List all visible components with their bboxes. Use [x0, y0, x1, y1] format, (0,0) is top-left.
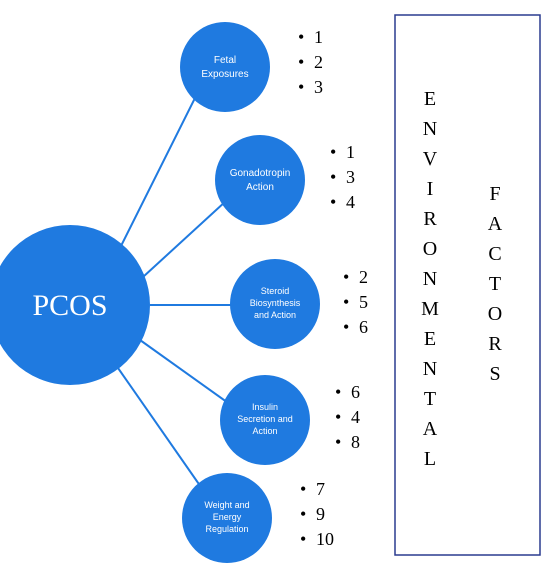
node-label-steroid-1: Biosynthesis: [250, 298, 301, 308]
env-letter-1-3: T: [489, 273, 501, 295]
env-letter-1-5: R: [488, 333, 502, 355]
env-letter-0-0: E: [424, 88, 436, 110]
bullet-dot-insulin-2: •: [335, 432, 341, 452]
node-circle-fetal: [180, 22, 270, 112]
bullet-dot-weight-2: •: [300, 529, 306, 549]
bullet-num-weight-1: 9: [316, 504, 325, 524]
bullet-dot-gonadotropin-2: •: [330, 192, 336, 212]
node-fetal: Fetal Exposures • 1 • 2 • 3: [180, 22, 323, 112]
bullet-num-gonadotropin-2: 4: [346, 192, 355, 212]
node-label-gonadotropin-0: Gonadotropin: [230, 168, 291, 179]
env-letter-0-7: M: [421, 298, 439, 320]
env-letter-1-4: O: [488, 303, 502, 325]
env-letter-0-11: A: [423, 418, 438, 440]
bullet-dot-insulin-0: •: [335, 382, 341, 402]
bullet-dot-weight-1: •: [300, 504, 306, 524]
env-letter-0-5: O: [423, 238, 437, 260]
bullet-dot-steroid-0: •: [343, 267, 349, 287]
bullet-num-weight-2: 10: [316, 529, 334, 549]
env-letter-1-1: A: [488, 213, 503, 235]
bullet-dot-weight-0: •: [300, 479, 306, 499]
env-letter-0-10: T: [424, 388, 436, 410]
central-node: PCOS: [0, 225, 150, 385]
edge-0: [120, 78, 205, 248]
env-letter-0-6: N: [423, 268, 437, 290]
node-label-weight-0: Weight and: [204, 500, 249, 510]
bullet-num-insulin-0: 6: [351, 382, 360, 402]
env-letter-0-9: N: [423, 358, 437, 380]
node-gonadotropin: Gonadotropin Action • 1 • 3 • 4: [215, 135, 355, 225]
bullet-dot-fetal-1: •: [298, 52, 304, 72]
bullet-dot-insulin-1: •: [335, 407, 341, 427]
bullet-num-steroid-0: 2: [359, 267, 368, 287]
central-label: PCOS: [32, 289, 107, 322]
env-letter-0-3: I: [427, 178, 434, 200]
node-weight: Weight and Energy Regulation • 7 • 9 • 10: [182, 473, 334, 563]
node-circle-gonadotropin: [215, 135, 305, 225]
node-label-gonadotropin-1: Action: [246, 182, 274, 193]
bullet-dot-steroid-2: •: [343, 317, 349, 337]
bullet-num-fetal-2: 3: [314, 77, 323, 97]
bullet-num-insulin-2: 8: [351, 432, 360, 452]
env-letter-1-0: F: [489, 183, 500, 205]
env-factors-box: ENVIRONMENTALFACTORS: [395, 15, 540, 555]
node-label-insulin-1: Secretion and: [237, 414, 293, 424]
env-box-rect: [395, 15, 540, 555]
bullet-num-gonadotropin-0: 1: [346, 142, 355, 162]
bullet-num-steroid-1: 5: [359, 292, 368, 312]
bullet-num-weight-0: 7: [316, 479, 325, 499]
node-label-insulin-0: Insulin: [252, 402, 278, 412]
bullet-dot-steroid-1: •: [343, 292, 349, 312]
bullet-dot-gonadotropin-1: •: [330, 167, 336, 187]
env-letter-0-8: E: [424, 328, 436, 350]
node-label-steroid-2: and Action: [254, 310, 296, 320]
env-letter-0-1: N: [423, 118, 437, 140]
env-letter-0-2: V: [423, 148, 438, 170]
pcos-diagram: PCOS Fetal Exposures • 1 • 2 • 3 Gonadotropin Acti…: [0, 0, 541, 571]
env-letter-1-2: C: [488, 243, 501, 265]
bullet-num-insulin-1: 4: [351, 407, 360, 427]
node-insulin: Insulin Secretion and Action • 6 • 4 • 8: [220, 375, 360, 465]
bullet-num-fetal-1: 2: [314, 52, 323, 72]
node-steroid: Steroid Biosynthesis and Action • 2 • 5 • 6: [230, 259, 368, 349]
node-label-fetal-0: Fetal: [214, 55, 236, 66]
env-letter-0-12: L: [424, 448, 436, 470]
edge-4: [118, 368, 210, 500]
node-label-insulin-2: Action: [252, 426, 277, 436]
node-label-steroid-0: Steroid: [261, 286, 290, 296]
node-label-weight-2: Regulation: [205, 524, 248, 534]
env-letter-1-6: S: [489, 363, 500, 385]
bullet-dot-gonadotropin-0: •: [330, 142, 336, 162]
bullet-dot-fetal-2: •: [298, 77, 304, 97]
node-label-fetal-1: Exposures: [201, 69, 248, 80]
bullet-num-gonadotropin-1: 3: [346, 167, 355, 187]
node-label-weight-1: Energy: [213, 512, 242, 522]
bullet-num-fetal-0: 1: [314, 27, 323, 47]
bullet-dot-fetal-0: •: [298, 27, 304, 47]
bullet-num-steroid-2: 6: [359, 317, 368, 337]
env-letter-0-4: R: [423, 208, 437, 230]
